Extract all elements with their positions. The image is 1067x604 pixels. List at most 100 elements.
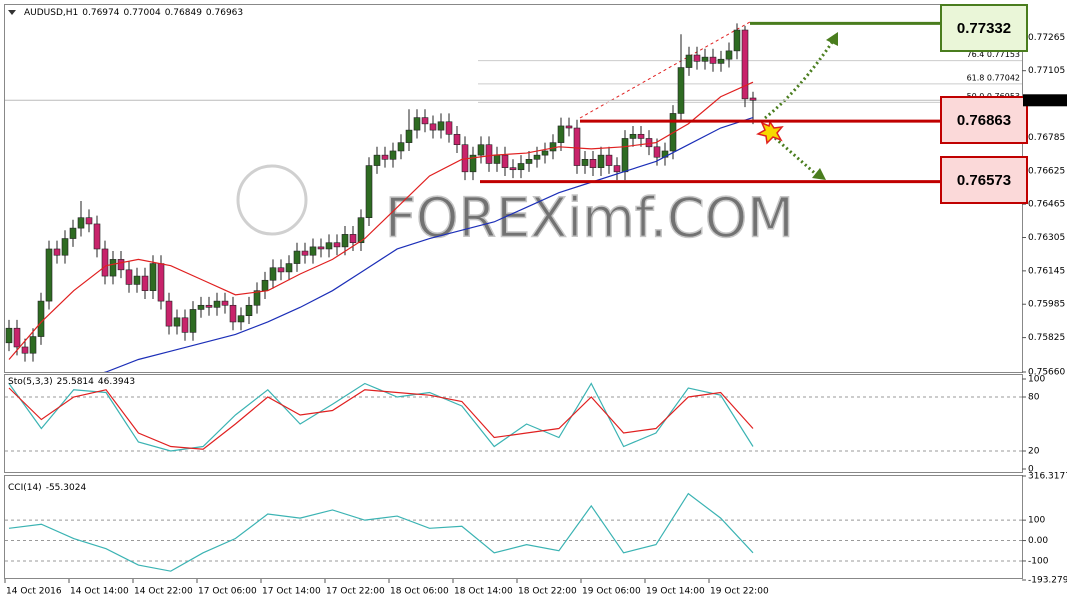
candle-body bbox=[549, 142, 557, 152]
candle-body bbox=[493, 154, 501, 164]
candle-body bbox=[453, 133, 461, 146]
x-tick-label: 19 Oct 22:00 bbox=[710, 587, 769, 597]
candle-body bbox=[565, 125, 573, 129]
candle-body bbox=[261, 279, 269, 291]
arrow-up-head bbox=[826, 32, 838, 46]
y-tick-label: 0.76625 bbox=[1028, 166, 1065, 176]
y-tick-label: -193.2795 bbox=[1028, 576, 1067, 586]
watermark-text: FOREXimf.COM bbox=[385, 187, 794, 250]
candle-body bbox=[325, 242, 333, 250]
header-value: 0.76974 bbox=[82, 8, 119, 18]
x-tick-label: 17 Oct 06:00 bbox=[198, 587, 257, 597]
candle-body bbox=[501, 154, 509, 168]
stochastic-header: Sto(5,3,3) 25.5814 46.3943 bbox=[8, 377, 135, 387]
candle-body bbox=[645, 138, 653, 148]
candle-body bbox=[317, 246, 325, 250]
y-tick-label: 0 bbox=[1028, 465, 1034, 475]
candle-body bbox=[557, 125, 565, 143]
y-tick-label: 100 bbox=[1028, 516, 1045, 526]
candle-body bbox=[117, 259, 125, 271]
candle-body bbox=[77, 217, 85, 229]
candle-body bbox=[365, 165, 373, 218]
candle-body bbox=[605, 154, 613, 166]
level-box bbox=[940, 156, 1028, 204]
candle-body bbox=[141, 275, 149, 291]
candle-body bbox=[717, 58, 725, 64]
header-value: 0.77004 bbox=[123, 8, 160, 18]
arrow-down-head bbox=[812, 168, 826, 180]
candle-body bbox=[213, 300, 221, 308]
indicator-value: 46.3943 bbox=[98, 377, 135, 387]
level-label: 0.76573 bbox=[957, 172, 1011, 189]
y-tick-label: 0.76785 bbox=[1028, 133, 1065, 143]
level-box bbox=[940, 4, 1028, 52]
x-tick-label: 19 Oct 14:00 bbox=[646, 587, 705, 597]
y-tick-label: 0.75825 bbox=[1028, 333, 1065, 343]
candle-body bbox=[637, 133, 645, 139]
x-tick-label: 14 Oct 22:00 bbox=[134, 587, 193, 597]
candle-body bbox=[5, 327, 13, 344]
y-tick-label: 0.77265 bbox=[1028, 33, 1065, 43]
candle-body bbox=[221, 300, 229, 306]
candle-body bbox=[93, 223, 101, 250]
candle-body bbox=[45, 248, 53, 302]
candle-body bbox=[469, 154, 477, 173]
candle-body bbox=[749, 97, 757, 101]
current-price-box bbox=[1023, 94, 1067, 107]
watermark: FOREXimf.COM bbox=[236, 164, 795, 250]
x-tick-label: 18 Oct 14:00 bbox=[454, 587, 513, 597]
candle-body bbox=[589, 159, 597, 168]
candle-body bbox=[413, 117, 421, 131]
candle-body bbox=[13, 327, 21, 348]
header: AUDUSD,H1 0.76974 0.77004 0.76849 0.76963 bbox=[24, 8, 243, 18]
candle-body bbox=[573, 127, 581, 166]
candle-body bbox=[341, 234, 349, 248]
y-tick-label: 0.75985 bbox=[1028, 300, 1065, 310]
header-icon bbox=[8, 10, 16, 15]
candle-body bbox=[165, 300, 173, 327]
candle-body bbox=[701, 56, 709, 62]
layer: 0.77265 0.77105 0.76785 0.76625 0.76465 0.763… bbox=[1022, 33, 1065, 378]
x-tick-label: 18 Oct 06:00 bbox=[390, 587, 449, 597]
symbol: AUDUSD,H1 bbox=[24, 8, 78, 18]
candle-body bbox=[301, 250, 309, 256]
candle-body bbox=[21, 346, 29, 354]
x-tick-label: 19 Oct 06:00 bbox=[582, 587, 641, 597]
candle-body bbox=[293, 250, 301, 264]
y-tick-label: 0.75660 bbox=[1028, 368, 1065, 378]
candle-body bbox=[109, 259, 117, 277]
candle-body bbox=[677, 67, 685, 114]
y-tick-label: 0.76465 bbox=[1028, 200, 1065, 210]
candle-body bbox=[397, 142, 405, 152]
indicator-value: 25.5814 bbox=[57, 377, 94, 387]
candle-body bbox=[421, 117, 429, 125]
y-tick-label: 0.00 bbox=[1028, 536, 1048, 546]
cci-frame bbox=[4, 475, 1023, 579]
indicator-value: -55.3024 bbox=[46, 483, 87, 493]
x-tick-label: 17 Oct 22:00 bbox=[326, 587, 385, 597]
candle-body bbox=[285, 263, 293, 273]
y-tick-label: 0.76305 bbox=[1028, 233, 1065, 243]
watermark-logo bbox=[236, 164, 308, 236]
candle-body bbox=[205, 304, 213, 308]
moving-average bbox=[103, 117, 754, 372]
y-tick-label: 20 bbox=[1028, 447, 1040, 457]
layer bbox=[5, 382, 1022, 452]
candle-body bbox=[597, 154, 605, 168]
indicator-title: Sto(5,3,3) bbox=[8, 377, 53, 387]
candle-body bbox=[693, 54, 701, 62]
candle-body bbox=[229, 304, 237, 323]
moving-average bbox=[8, 81, 754, 360]
sto-frame bbox=[4, 374, 1023, 473]
indicator-title: CCI(14) bbox=[8, 483, 42, 493]
candle-body bbox=[189, 309, 197, 333]
candle-body bbox=[277, 267, 285, 273]
y-tick-label: 0.76145 bbox=[1028, 266, 1065, 276]
candle-body bbox=[125, 269, 133, 285]
candle-body bbox=[613, 165, 621, 173]
cci-line bbox=[8, 492, 754, 572]
candle-body bbox=[445, 121, 453, 135]
fib-label: 76.4 0.77153 bbox=[967, 50, 1020, 59]
y-tick-label: 100 bbox=[1028, 375, 1045, 385]
